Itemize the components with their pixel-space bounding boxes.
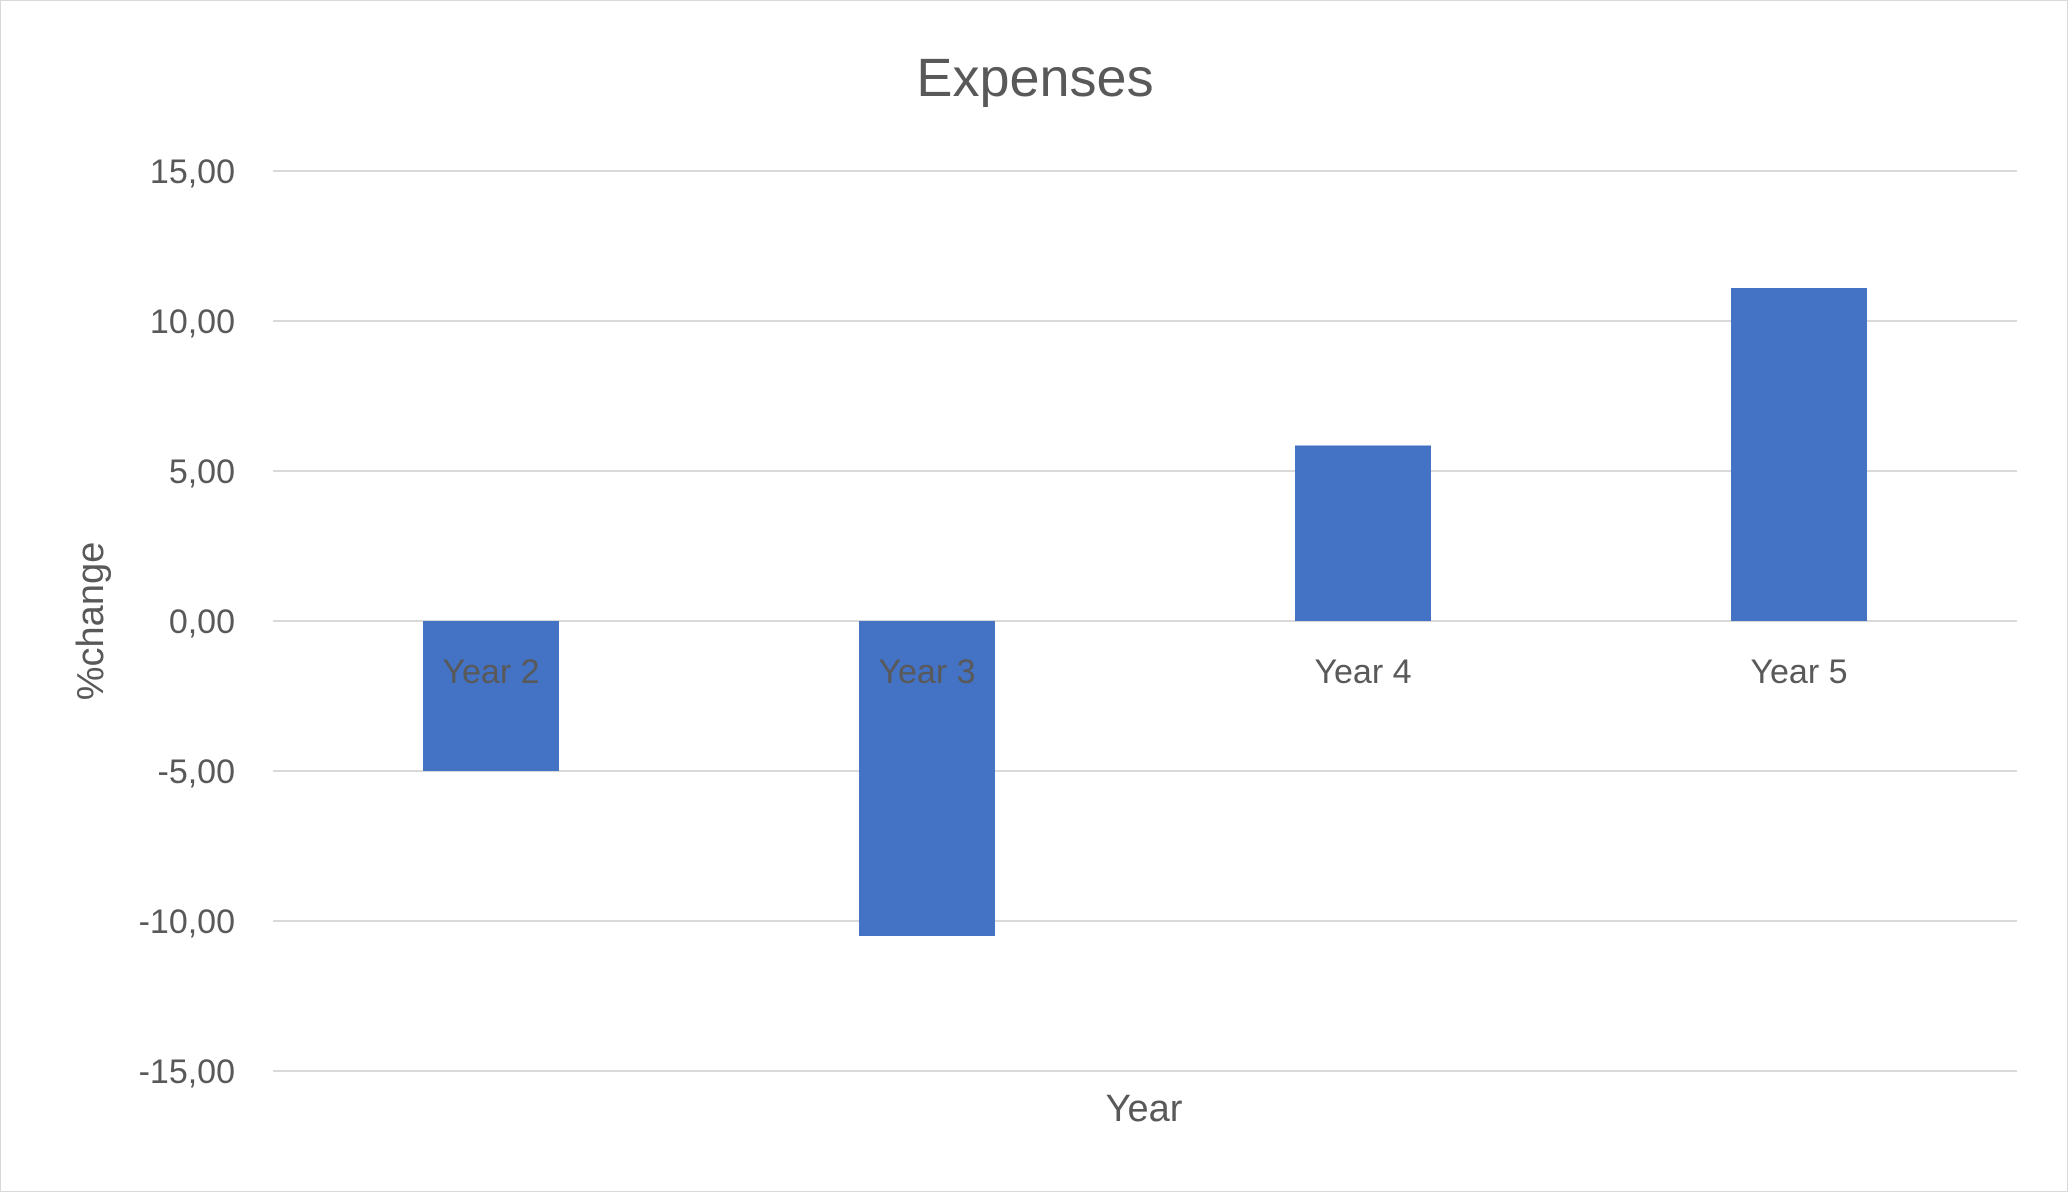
y-tick-label: 0,00 <box>169 603 235 641</box>
x-category-label: Year 2 <box>442 653 539 691</box>
category-labels: Year 2 Year 3 Year 4 Year 5 <box>442 653 1847 691</box>
x-category-label: Year 3 <box>878 653 975 691</box>
y-tick-label: -5,00 <box>158 753 236 791</box>
bars <box>423 288 1867 936</box>
x-category-label: Year 5 <box>1750 653 1847 691</box>
y-tick-label: -15,00 <box>139 1053 235 1091</box>
bar-year-5 <box>1731 288 1867 621</box>
gridlines <box>273 170 2017 1072</box>
y-tick-label: 5,00 <box>169 453 235 491</box>
y-tick-label: 15,00 <box>150 153 235 191</box>
y-tick-label: 10,00 <box>150 303 235 341</box>
bar-year-4 <box>1295 445 1431 621</box>
chart-title: Expenses <box>916 48 1153 108</box>
x-axis-title: Year <box>1106 1088 1183 1130</box>
bar-year-2 <box>423 621 559 771</box>
bar-year-3 <box>859 621 995 936</box>
y-axis-ticks: 15,00 10,00 5,00 0,00 -5,00 -10,00 -15,00 <box>139 153 235 1091</box>
x-category-label: Year 4 <box>1314 653 1411 691</box>
y-axis-title: %change <box>70 542 112 700</box>
y-tick-label: -10,00 <box>139 903 235 941</box>
